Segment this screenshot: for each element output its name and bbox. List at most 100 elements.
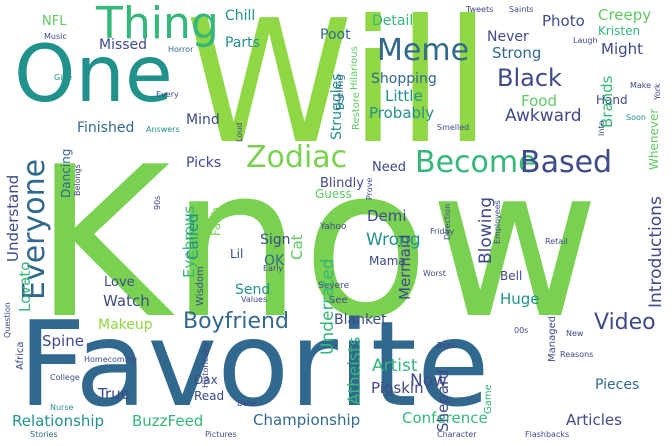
word-understand: Understand <box>4 174 22 262</box>
word-picks: Picks <box>186 155 222 171</box>
word-introductions: Introductions <box>646 196 666 308</box>
word-hilarious: Hilarious <box>349 46 360 90</box>
word-shepard: Shepard <box>434 369 452 432</box>
word-historically: Historically <box>201 343 210 388</box>
word-belongs: Belongs <box>73 164 82 196</box>
word-bell: Bell <box>500 269 523 283</box>
word-missed: Missed <box>99 37 148 53</box>
word-send: Send <box>235 282 271 298</box>
word-york: York <box>653 83 662 100</box>
word-demi: Demi <box>367 207 407 225</box>
word-date: Date <box>237 399 257 408</box>
word-photo: Photo <box>542 12 585 30</box>
word-buzzfeed: BuzzFeed <box>132 412 204 430</box>
word-pigskin: Pigskin <box>371 379 424 397</box>
word-thing: Thing <box>96 0 219 49</box>
word-kristen: Kristen <box>598 24 641 38</box>
word-homecoming: Homecoming <box>84 355 138 364</box>
word-know: Know <box>34 123 600 365</box>
word-tweets: Tweets <box>466 5 494 14</box>
word-artist: Artist <box>372 356 418 376</box>
word-need: Need <box>372 160 406 175</box>
word-parts: Parts <box>225 35 260 51</box>
word-mermaid: Mermaid <box>396 234 414 300</box>
word-smelled: Smelled <box>437 123 470 132</box>
word-dax: Dax <box>194 373 218 387</box>
word-atheists: Atheists <box>345 336 365 405</box>
word-relationship: Relationship <box>12 412 105 430</box>
word-flashbacks: Flashbacks <box>525 430 570 439</box>
word-feeling: Feeling <box>335 74 346 110</box>
word-conference: Conference <box>402 409 488 427</box>
word-chill: Chill <box>225 8 256 24</box>
word-direction: Direction <box>443 203 452 240</box>
word-true: True <box>98 385 130 403</box>
word-mind: Mind <box>186 112 220 128</box>
word-championship: Championship <box>253 411 361 429</box>
word-shopping: Shopping <box>371 71 437 87</box>
word-early: Early <box>263 264 284 273</box>
word-food: Food <box>521 92 557 110</box>
word-wrong: Wrong <box>366 230 421 250</box>
word-faith: Faith <box>209 207 223 236</box>
word-worst: Worst <box>423 269 446 278</box>
word-00s: 00s <box>514 326 529 335</box>
word-stories: Stories <box>30 430 58 439</box>
word-never: Never <box>487 29 529 45</box>
word-college: College <box>50 373 80 382</box>
word-question: Question <box>3 302 12 338</box>
word-see: See <box>329 295 348 306</box>
word-saints: Saints <box>509 5 534 14</box>
word-horror: Horror <box>168 45 194 54</box>
word-creepy: Creepy <box>598 6 652 24</box>
word-new: New <box>566 329 584 338</box>
word-yahoo: Yahoo <box>320 222 347 232</box>
word-nfl: NFL <box>42 14 67 29</box>
word-articles: Articles <box>566 411 622 429</box>
word-severe: Severe <box>318 281 350 291</box>
word-retail: Retail <box>545 237 568 246</box>
word-character: Character <box>437 430 477 439</box>
word-employees: Employees <box>493 200 502 244</box>
word-best: Best <box>437 341 455 350</box>
word-ok: OK <box>264 253 285 269</box>
word-blanket: Blanket <box>334 312 387 328</box>
word-make: Make <box>630 81 652 90</box>
word-probably: Probably <box>369 104 435 122</box>
word-favorite: Favorite <box>18 295 490 433</box>
word-video: Video <box>594 310 656 335</box>
word-whenever: Whenever <box>647 108 661 170</box>
word-game: Game <box>483 384 494 414</box>
word-watch: Watch <box>103 292 150 310</box>
word-dancing: Dancing <box>59 148 73 198</box>
word-sign: Sign <box>260 232 291 248</box>
word-loud: Loud <box>235 122 244 142</box>
word-mama: Mama <box>369 254 406 268</box>
word-nurse: Nurse <box>50 403 74 412</box>
word-blindly: Blindly <box>320 176 364 191</box>
word-90s: 90s <box>153 195 162 210</box>
word-black: Black <box>497 64 562 92</box>
word-laugh: Laugh <box>573 36 598 45</box>
word-underrated: Underrated <box>318 258 338 355</box>
word-detail: Detail <box>372 13 414 29</box>
word-awkward: Awkward <box>505 106 582 126</box>
word-wisdom: Wisdom <box>195 266 206 306</box>
word-lil: Lil <box>230 247 244 261</box>
word-makeup: Makeup <box>98 317 153 333</box>
word-boyfriend: Boyfriend <box>183 309 289 334</box>
word-based: Based <box>520 145 613 180</box>
word-give: Give <box>54 73 73 82</box>
word-might: Might <box>601 40 644 58</box>
word-friday: Friday <box>430 227 455 236</box>
word-soon: Soon <box>626 113 646 122</box>
word-restore: Restore <box>351 92 362 130</box>
word-africa: Africa <box>15 341 26 370</box>
word-pictures: Pictures <box>205 430 237 439</box>
word-answers: Answers <box>146 125 180 134</box>
word-called: Called <box>184 213 202 260</box>
word-cat: Cat <box>288 234 306 260</box>
word-lovato: Lovato <box>16 261 34 312</box>
word-hand: Hand <box>596 93 628 107</box>
word-zodiac: Zodiac <box>246 140 348 175</box>
